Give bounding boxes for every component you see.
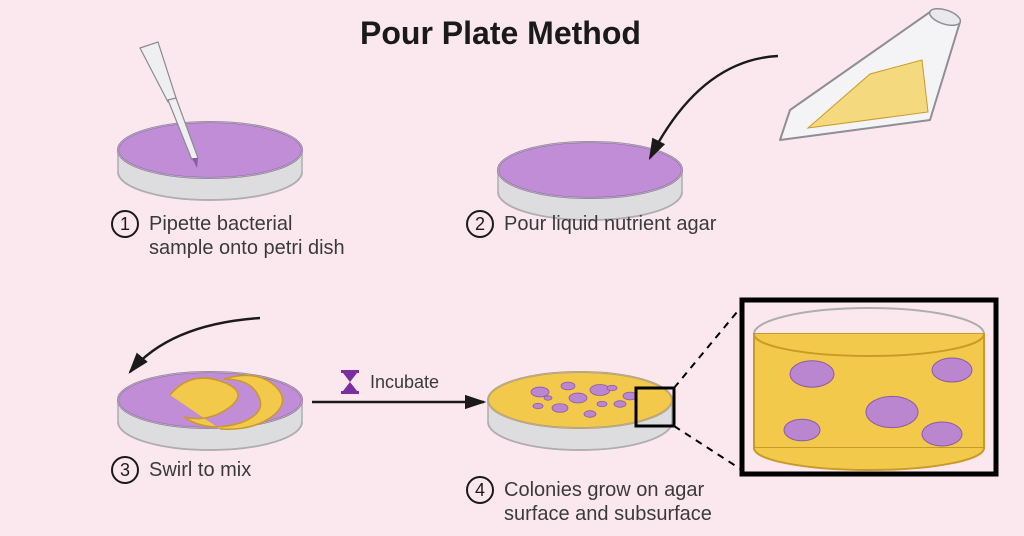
colony-dot: [614, 401, 626, 408]
colony-dot: [533, 403, 543, 409]
colony-dot: [569, 393, 587, 403]
colony-dot: [590, 385, 610, 396]
colony-dot: [561, 382, 575, 390]
page-title: Pour Plate Method: [360, 15, 641, 51]
petri-dish-1: [118, 122, 302, 200]
svg-text:2: 2: [475, 214, 485, 234]
svg-text:Pipette bacterial: Pipette bacterial: [149, 213, 292, 235]
svg-text:Swirl to mix: Swirl to mix: [149, 459, 251, 481]
incubate-label: Incubate: [370, 372, 439, 392]
svg-text:1: 1: [120, 214, 130, 234]
colony-dot: [552, 404, 568, 413]
colony-dot: [597, 401, 607, 407]
colony-zoom: [784, 419, 820, 441]
colony-zoom: [932, 358, 972, 382]
svg-text:4: 4: [475, 480, 485, 500]
petri-dish-2: [498, 142, 682, 220]
svg-text:3: 3: [120, 460, 130, 480]
step-label-2: 2 Pour liquid nutrient agar: [467, 211, 717, 237]
svg-text:Colonies grow on agar: Colonies grow on agar: [504, 479, 704, 501]
svg-text:sample onto petri dish: sample onto petri dish: [149, 237, 345, 259]
colony-dot: [607, 385, 617, 391]
colony-dot: [584, 411, 596, 418]
svg-text:surface and subsurface: surface and subsurface: [504, 503, 712, 525]
colony-dot: [544, 396, 552, 400]
petri-dish-4: [488, 372, 672, 450]
colony-zoom: [866, 396, 918, 427]
colony-zoom: [922, 422, 962, 446]
colony-dot: [531, 387, 549, 397]
svg-text:Pour liquid nutrient agar: Pour liquid nutrient agar: [504, 213, 717, 235]
zoom-box: [742, 300, 996, 474]
petri-dish-3: [118, 372, 302, 450]
colony-zoom: [790, 361, 834, 387]
